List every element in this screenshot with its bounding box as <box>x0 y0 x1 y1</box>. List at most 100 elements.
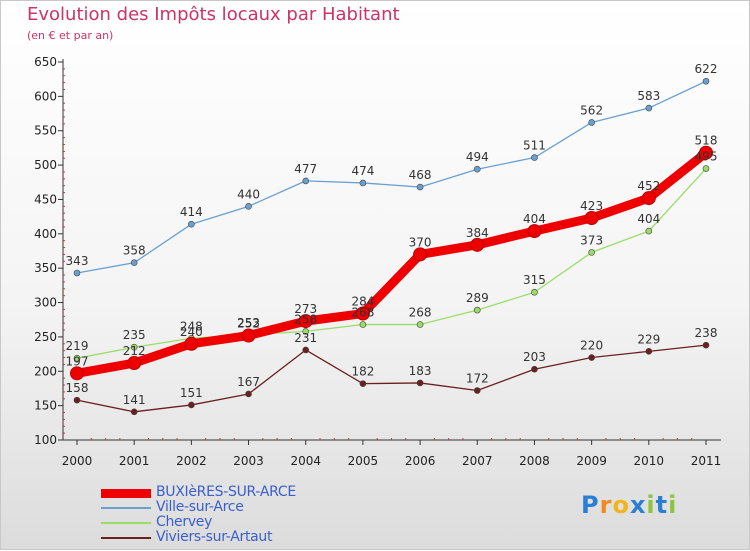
data-label: 289 <box>466 291 489 305</box>
data-label: 468 <box>409 168 432 182</box>
data-label: 511 <box>523 139 546 153</box>
data-point-3 <box>531 365 538 373</box>
legend-label-buxieres: BUXIèRES-SUR-ARCE <box>156 484 296 500</box>
data-label: 477 <box>294 162 317 176</box>
data-label: 268 <box>351 306 374 320</box>
data-label: 203 <box>523 350 546 364</box>
logo-letter: o <box>612 491 630 519</box>
x-tick-label: 2011 <box>691 454 722 468</box>
data-label: 373 <box>580 233 603 247</box>
data-point-1 <box>702 77 710 85</box>
data-label: 273 <box>294 302 317 316</box>
y-tick-label: 450 <box>34 192 57 206</box>
data-point-2 <box>473 306 481 314</box>
data-point-0 <box>527 224 542 239</box>
data-point-2 <box>702 165 710 172</box>
y-tick-label: 650 <box>34 55 57 69</box>
data-label: 384 <box>466 226 489 240</box>
data-label: 212 <box>123 344 146 358</box>
data-label: 284 <box>351 295 374 309</box>
series-line-2 <box>76 167 707 359</box>
legend-swatch-buxieres <box>101 489 151 498</box>
data-point-1 <box>531 154 538 161</box>
data-point-0 <box>699 145 713 160</box>
legend-label-ville-sur-arce: Ville-sur-Arce <box>156 499 244 515</box>
data-label: 220 <box>580 339 603 353</box>
logo-letter: x <box>629 491 647 519</box>
data-label: 518 <box>695 134 718 148</box>
x-tick-label: 2009 <box>576 454 607 468</box>
data-label: 414 <box>180 205 203 219</box>
data-point-0 <box>127 356 142 371</box>
y-tick-label: 200 <box>34 364 57 378</box>
data-point-0 <box>584 211 599 226</box>
data-point-0 <box>184 336 199 351</box>
data-point-0 <box>298 314 313 329</box>
y-tick-label: 250 <box>34 330 57 344</box>
data-label: 474 <box>351 164 374 178</box>
data-point-2 <box>588 249 595 256</box>
data-point-3 <box>130 408 138 416</box>
data-point-2 <box>416 321 424 328</box>
x-tick-label: 2001 <box>119 454 150 468</box>
legend-item-ville-sur-arce: Ville-sur-Arce <box>101 499 361 515</box>
data-point-2 <box>359 321 367 328</box>
data-label: 268 <box>409 306 432 320</box>
data-label: 622 <box>695 62 718 76</box>
y-tick-label: 400 <box>34 227 57 241</box>
logo-letter: t <box>655 491 669 519</box>
data-point-3 <box>588 354 595 361</box>
y-tick-label: 100 <box>34 433 57 447</box>
y-tick-label: 550 <box>34 124 57 138</box>
chart-title: Evolution des Impôts locaux par Habitant <box>27 4 400 25</box>
data-point-1 <box>416 183 424 191</box>
data-point-2 <box>130 343 138 351</box>
data-label: 494 <box>466 150 489 164</box>
data-point-3 <box>416 379 424 387</box>
data-label: 219 <box>66 339 89 353</box>
legend-label-viviers: Viviers-sur-Artaut <box>156 529 273 545</box>
data-point-3 <box>473 387 481 394</box>
data-label: 182 <box>351 365 374 379</box>
data-point-1 <box>130 259 138 266</box>
legend-swatch-viviers <box>101 537 151 539</box>
series-line-1 <box>76 80 707 274</box>
data-point-1 <box>73 269 81 277</box>
data-point-3 <box>302 346 310 354</box>
legend-item-buxieres: BUXIèRES-SUR-ARCE <box>101 484 361 500</box>
data-label: 562 <box>580 103 603 117</box>
data-point-3 <box>359 380 367 387</box>
logo-letter: P <box>581 491 600 519</box>
data-label: 235 <box>123 328 146 342</box>
data-point-3 <box>73 396 81 404</box>
data-label: 404 <box>523 212 546 226</box>
data-point-3 <box>645 348 653 355</box>
data-point-2 <box>73 354 81 362</box>
legend-label-chervey: Chervey <box>156 514 213 530</box>
data-label: 452 <box>637 179 660 193</box>
x-tick-label: 2002 <box>176 454 207 468</box>
x-tick-label: 2007 <box>462 454 493 468</box>
data-point-3 <box>245 390 252 398</box>
legend-swatch-ville-sur-arce <box>101 507 151 509</box>
data-label: 258 <box>294 312 317 326</box>
y-tick-label: 150 <box>34 399 57 413</box>
data-point-0 <box>641 191 656 206</box>
data-point-1 <box>302 177 310 185</box>
data-label: 141 <box>123 393 146 407</box>
x-tick-label: 2010 <box>634 454 665 468</box>
series-line-3 <box>76 344 707 413</box>
data-point-2 <box>531 288 538 296</box>
data-point-0 <box>241 328 256 343</box>
data-point-2 <box>645 227 653 235</box>
x-tick-label: 2004 <box>290 454 321 468</box>
data-label: 404 <box>637 212 660 226</box>
data-point-0 <box>355 306 370 321</box>
series-line-0 <box>72 148 711 378</box>
legend-swatch-chervey <box>101 522 151 524</box>
data-point-1 <box>473 165 481 173</box>
data-label: 583 <box>637 89 660 103</box>
data-label: 248 <box>180 319 203 333</box>
data-label: 440 <box>237 187 260 201</box>
